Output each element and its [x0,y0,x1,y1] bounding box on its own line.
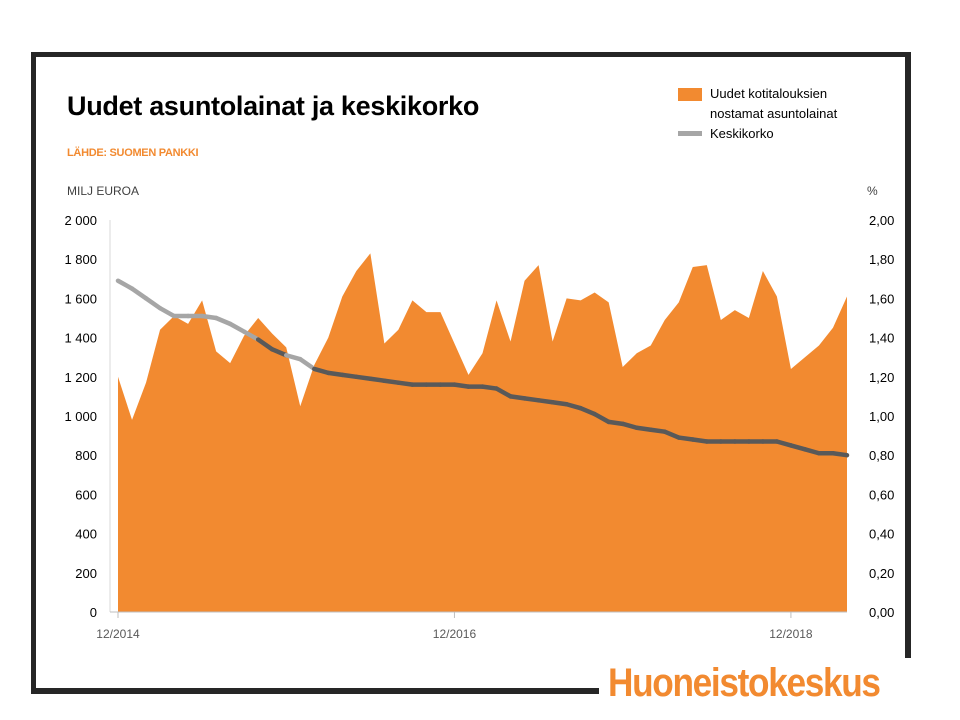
line-segment-rate [690,437,710,444]
line-segment-rate [368,376,387,383]
y-right-tick-label: 1,20 [869,370,894,385]
y-left-tick-label: 1 000 [64,409,97,424]
y-left-tick-label: 200 [75,566,97,581]
line-segment-rate [143,296,163,311]
line-segment-rate [578,405,597,417]
line-segment-rate [522,396,541,403]
y-right-tick-label: 0,80 [869,448,894,463]
legend-label-loans: Uudet kotitalouksien nostamat asuntolain… [710,84,837,124]
x-tick-label: 12/2016 [433,627,477,641]
legend-label-rate: Keskikorko [710,126,774,141]
line-segment-rate [255,337,275,352]
huoneistokeskus-logo: Huoneistokeskus [608,661,881,705]
line-segment-rate [550,400,569,407]
line-segment-rate [802,447,822,456]
y-right-tick-label: 0,60 [869,487,894,502]
y-right-tick-label: 1,60 [869,291,894,306]
line-segment-rate [298,356,317,372]
line-segment-rate [269,347,289,358]
line-segment-rate [634,425,653,432]
y-left-tick-label: 1 200 [64,370,97,385]
line-segment-rate [606,419,625,427]
left-axis-unit: MILJ EUROA [67,184,140,198]
line-segment-rate [396,380,415,387]
right-axis-unit: % [867,184,878,198]
line-segment-rate [480,384,499,391]
y-right-tick-label: 1,40 [869,331,894,346]
y-left-tick-label: 1 800 [64,252,97,267]
line-segment-rate [648,427,667,434]
y-left-tick-label: 1 400 [64,331,97,346]
line-segment-rate [592,411,611,425]
line-segment-rate [676,435,696,442]
y-left-tick-label: 0 [90,605,97,620]
y-right-tick-label: 2,00 [869,213,894,228]
line-segment-rate [340,372,359,380]
line-segment-rate [129,286,149,301]
legend-swatch-line [678,131,702,136]
line-segment-rate [312,366,331,376]
legend-swatch-area [678,88,702,101]
line-segment-rate [213,315,233,327]
line-segment-rate [536,398,555,405]
line-segment-rate [227,321,247,334]
area-series-loans [118,253,847,612]
y-right-tick-label: 1,00 [869,409,894,424]
line-segment-rate [620,421,639,431]
chart-frame [31,52,911,692]
legend-label-loans-line2: nostamat asuntolainat [710,106,838,121]
x-tick-label: 12/2018 [769,627,813,641]
legend-label-loans-line1: Uudet kotitalouksien [710,86,828,101]
y-left-tick-label: 2 000 [64,213,97,228]
line-segment-rate [199,313,219,321]
line-segment-rate [508,394,527,401]
y-left-tick-label: 800 [75,448,97,463]
line-segment-rate [774,439,794,448]
line-segment-rate [788,443,808,452]
line-segment-rate [157,305,177,319]
y-left-tick-label: 600 [75,487,97,502]
y-right-tick-label: 1,80 [869,252,894,267]
line-segment-rate [382,378,401,385]
frame-bottom-bar [31,688,599,694]
y-right-tick-label: 0,40 [869,527,894,542]
y-left-tick-label: 400 [75,527,97,542]
line-segment-rate [283,352,303,362]
chart-title: Uudet asuntolainat ja keskikorko [67,91,480,121]
line-segment-rate [115,278,135,291]
x-tick-label: 12/2014 [96,627,140,641]
line-segment-rate [452,382,471,389]
line-segment-rate [241,329,261,342]
line-segment-rate [662,429,682,440]
y-right-tick-label: 0,00 [869,605,894,620]
line-segment-rate [494,386,513,399]
line-segment-rate [564,401,583,411]
y-right-tick-label: 0,20 [869,566,894,581]
line-segment-rate [354,374,373,382]
y-left-tick-label: 1 600 [64,291,97,306]
line-segment-rate [830,450,850,458]
frame-gap [905,658,917,694]
line-segment-rate [326,370,345,378]
chart-source: LÄHDE: SUOMEN PANKKI [67,147,199,159]
